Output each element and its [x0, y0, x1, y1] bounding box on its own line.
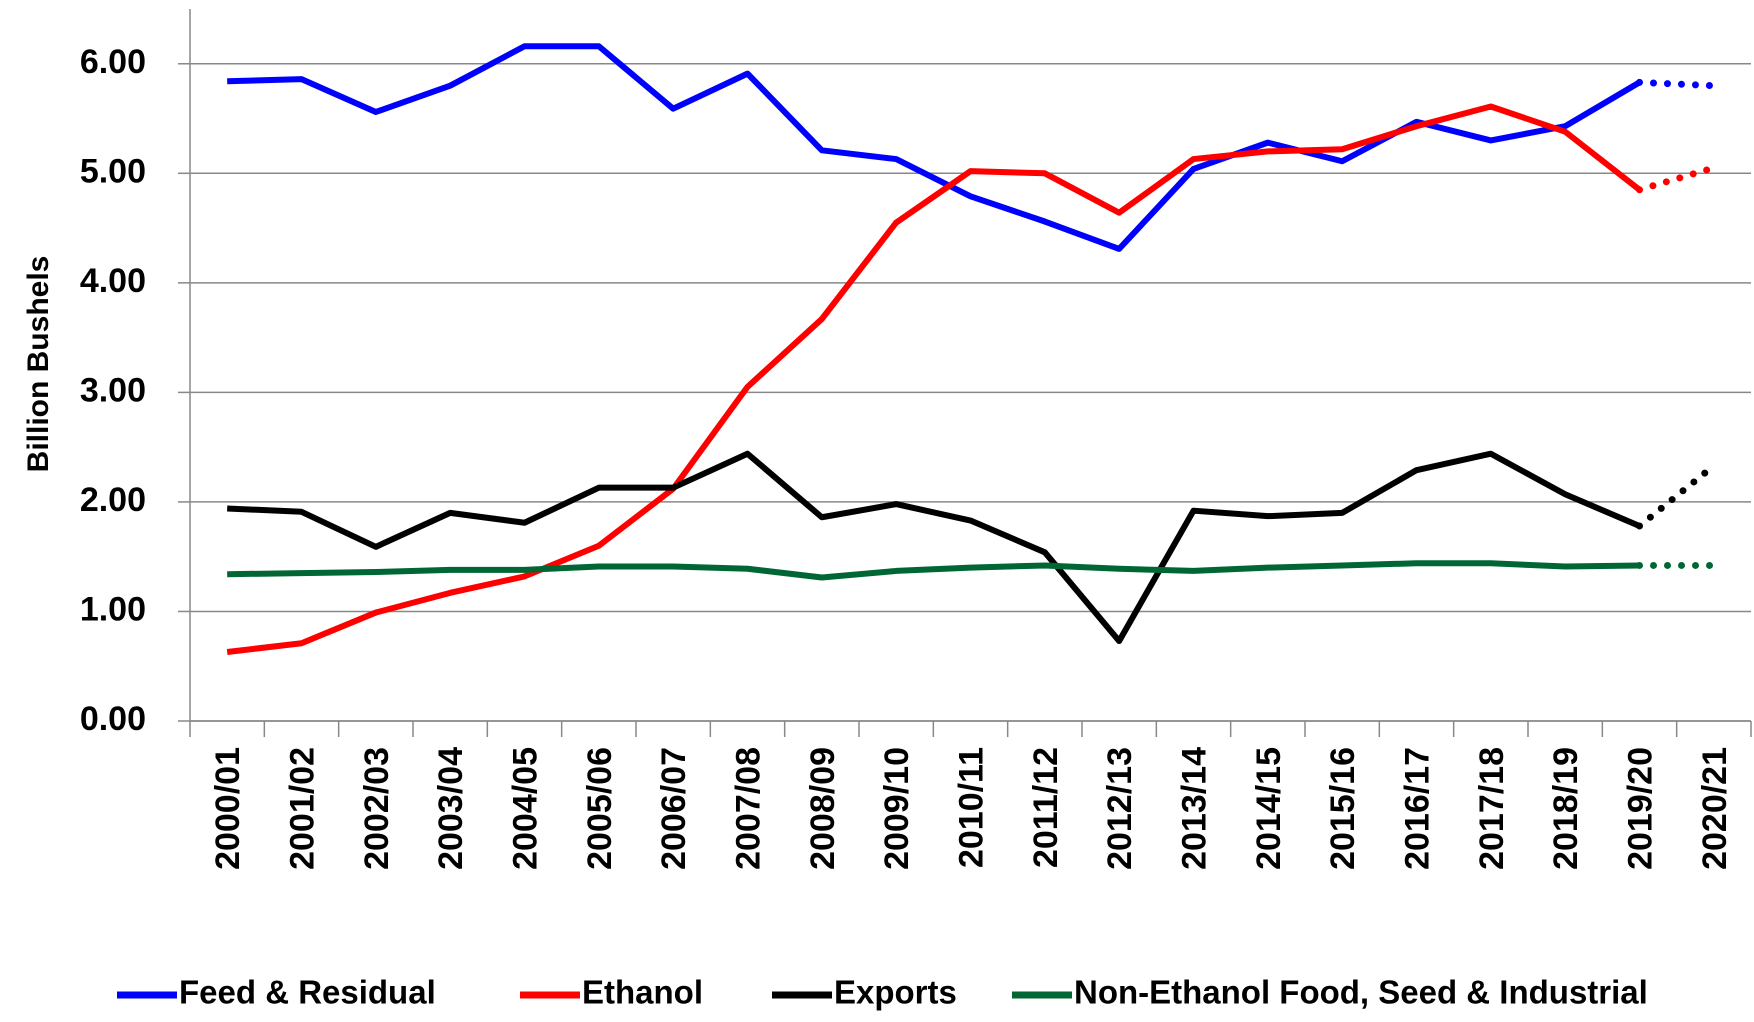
y-tick-label: 3.00: [80, 371, 146, 409]
y-tick-label: 5.00: [80, 152, 146, 190]
y-tick-label: 6.00: [80, 43, 146, 81]
y-tick-label: 2.00: [80, 481, 146, 519]
x-tick-label: 2011/12: [1027, 747, 1065, 868]
x-tick-label: 2018/19: [1547, 747, 1585, 870]
x-tick-label: 2016/17: [1399, 747, 1437, 870]
x-tick-label: 2017/18: [1473, 747, 1511, 870]
series-projection: [1636, 164, 1718, 194]
x-tick-label: 2010/11: [953, 747, 991, 868]
y-tick-label: 1.00: [80, 590, 146, 628]
y-tick-label: 4.00: [80, 262, 146, 300]
legend-label: Feed & Residual: [179, 974, 436, 1011]
x-tick-label: 2004/05: [507, 747, 545, 870]
x-tick-label: 2012/13: [1101, 747, 1139, 870]
series-projection: [1636, 462, 1718, 530]
legend-label: Non-Ethanol Food, Seed & Industrial: [1074, 974, 1648, 1011]
legend-label: Ethanol: [582, 974, 703, 1011]
x-tick-label: 2005/06: [581, 747, 619, 870]
x-tick-label: 2001/02: [284, 747, 322, 870]
series-line: [227, 450, 1641, 645]
x-tick-label: 2008/09: [804, 747, 842, 870]
series-line: [227, 43, 1642, 252]
x-tick-label: 2009/10: [878, 747, 916, 870]
legend-label: Exports: [834, 974, 957, 1011]
x-tick-label: 2014/15: [1250, 747, 1288, 870]
series-line: [227, 560, 1640, 581]
series-projection: [1636, 78, 1718, 90]
series-line: [226, 103, 1642, 655]
x-tick-label: 2002/03: [358, 747, 396, 870]
y-axis-label: Billion Bushels: [22, 256, 55, 473]
y-tick-label: 0.00: [80, 700, 146, 738]
x-tick-label: 2000/01: [209, 747, 247, 870]
x-tick-label: 2013/14: [1176, 747, 1214, 870]
x-tick-label: 2020/21: [1696, 747, 1734, 870]
x-tick-label: 2015/16: [1324, 747, 1362, 870]
x-tick-label: 2003/04: [432, 747, 470, 870]
x-tick-label: 2007/08: [730, 747, 768, 870]
x-tick-label: 2019/20: [1622, 747, 1660, 870]
x-tick-label: 2006/07: [655, 747, 693, 870]
